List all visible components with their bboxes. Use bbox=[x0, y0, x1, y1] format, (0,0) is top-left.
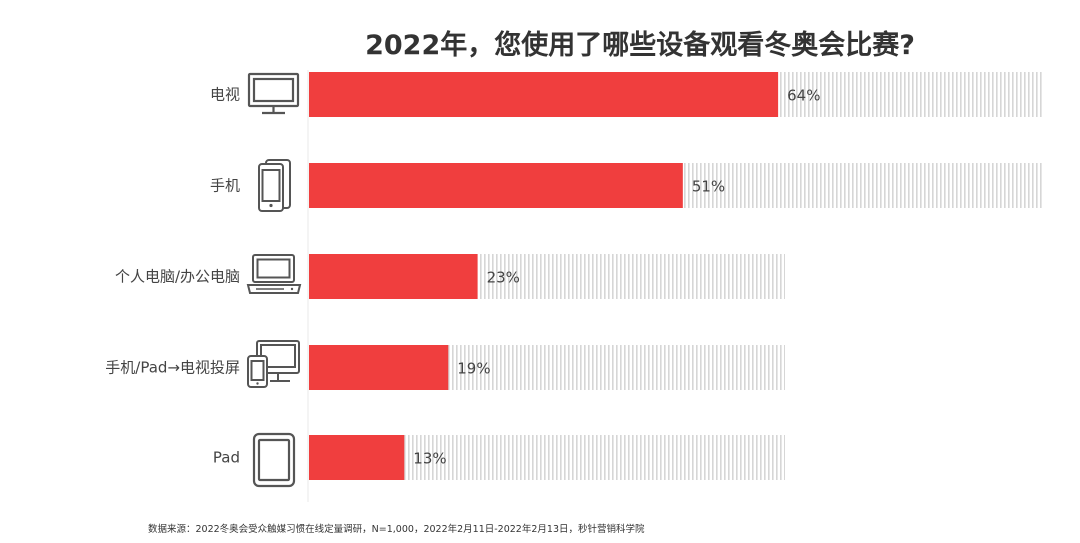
bar bbox=[309, 254, 478, 299]
bar bbox=[309, 72, 779, 117]
value-labels: 64% 51% 23% 19% 13% bbox=[413, 87, 820, 468]
tv-icon bbox=[247, 72, 300, 115]
chart-title: 2022年，您使用了哪些设备观看冬奥会比赛? bbox=[365, 29, 915, 61]
value-label: 51% bbox=[692, 178, 725, 196]
bars bbox=[309, 72, 779, 480]
bar bbox=[309, 435, 405, 480]
source-note: 数据来源：2022冬奥会受众触媒习惯在线定量调研，N=1,000，2022年2月… bbox=[148, 523, 645, 535]
value-label: 23% bbox=[487, 269, 520, 287]
value-label: 13% bbox=[413, 450, 446, 468]
value-label: 19% bbox=[457, 360, 490, 378]
tablet-icon bbox=[252, 432, 296, 488]
category-label: 电视 bbox=[210, 86, 240, 104]
category-label: Pad bbox=[213, 449, 240, 467]
screen-cast-icon bbox=[247, 340, 300, 388]
laptop-icon bbox=[246, 254, 302, 294]
category-label: 手机/Pad→电视投屏 bbox=[105, 359, 240, 377]
category-label: 手机 bbox=[210, 177, 240, 195]
phone-icon bbox=[258, 159, 291, 212]
bar bbox=[309, 345, 449, 390]
category-label: 个人电脑/办公电脑 bbox=[115, 268, 240, 286]
value-label: 64% bbox=[787, 87, 820, 105]
bar bbox=[309, 163, 683, 208]
